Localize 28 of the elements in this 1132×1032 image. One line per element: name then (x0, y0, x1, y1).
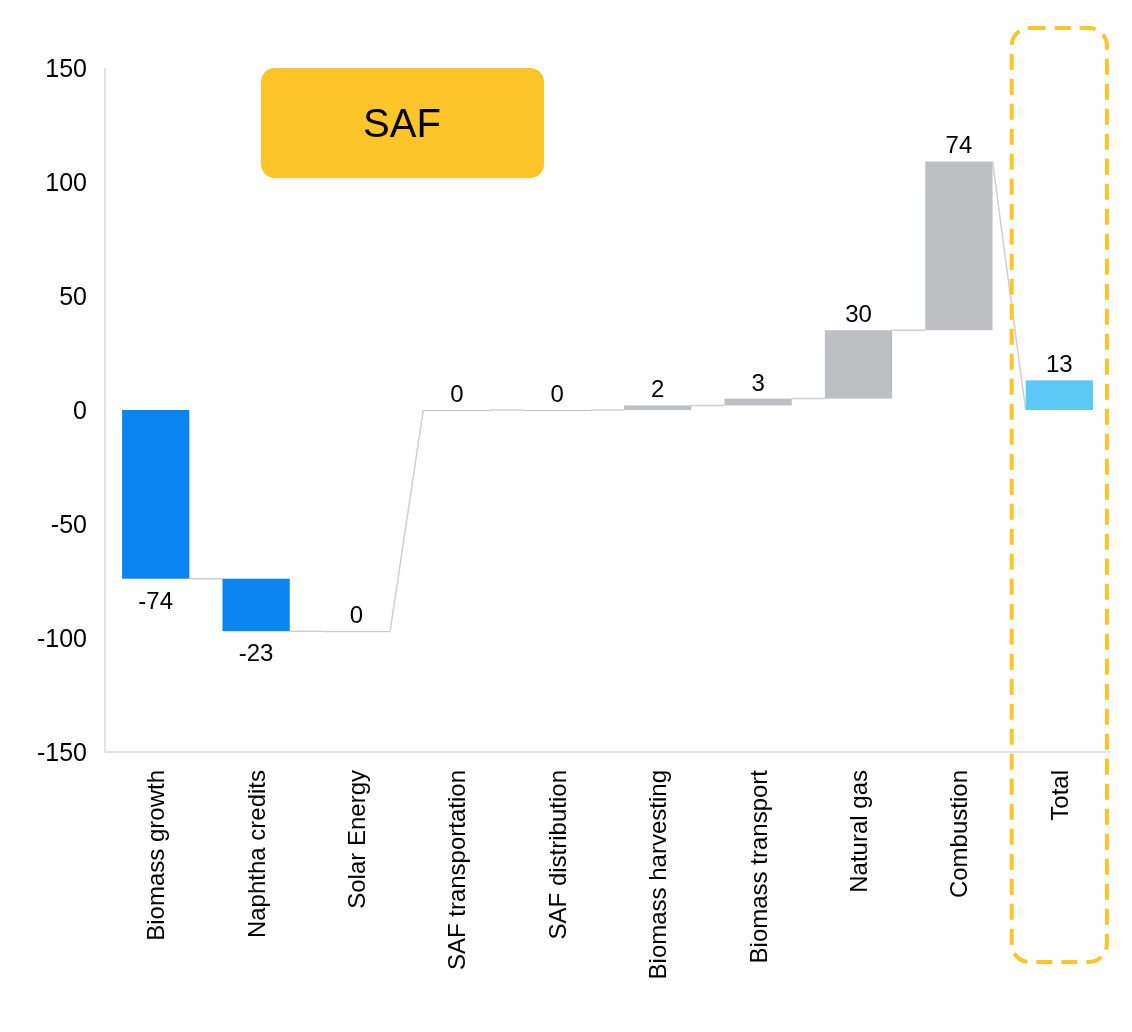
data-label: 74 (945, 131, 973, 159)
data-label: 2 (651, 375, 665, 403)
y-tick-label: -150 (36, 737, 87, 766)
x-tick-label: Biomass growth (142, 770, 170, 941)
x-tick-label: Solar Energy (342, 770, 370, 909)
x-tick-label: Biomass harvesting (644, 770, 672, 980)
data-label: 0 (450, 380, 464, 407)
y-tick-label: 150 (45, 53, 87, 82)
x-tick-label: Biomass transport (744, 769, 772, 964)
y-tick-label: -50 (50, 509, 87, 538)
x-tick-label: Total (1045, 770, 1073, 821)
y-tick-label: -100 (36, 623, 87, 652)
y-tick-label: 100 (45, 167, 87, 196)
data-label: 3 (751, 368, 765, 396)
x-tick-label: Combustion (945, 770, 973, 899)
x-tick-label: SAF transportation (443, 770, 471, 971)
x-tick-label: Natural gas (844, 770, 872, 893)
x-tick-label: SAF distribution (543, 770, 571, 940)
data-label: 0 (550, 380, 564, 407)
x-tick-label: Naphtha credits (242, 770, 270, 939)
data-label: 13 (1045, 350, 1073, 378)
y-tick-label: 0 (73, 395, 87, 424)
data-label: 0 (349, 601, 364, 629)
data-label: 30 (845, 300, 872, 328)
data-label: -74 (138, 586, 174, 614)
y-tick-label: 50 (59, 281, 87, 310)
text: SAF (363, 101, 441, 145)
data-label: -23 (238, 639, 274, 667)
